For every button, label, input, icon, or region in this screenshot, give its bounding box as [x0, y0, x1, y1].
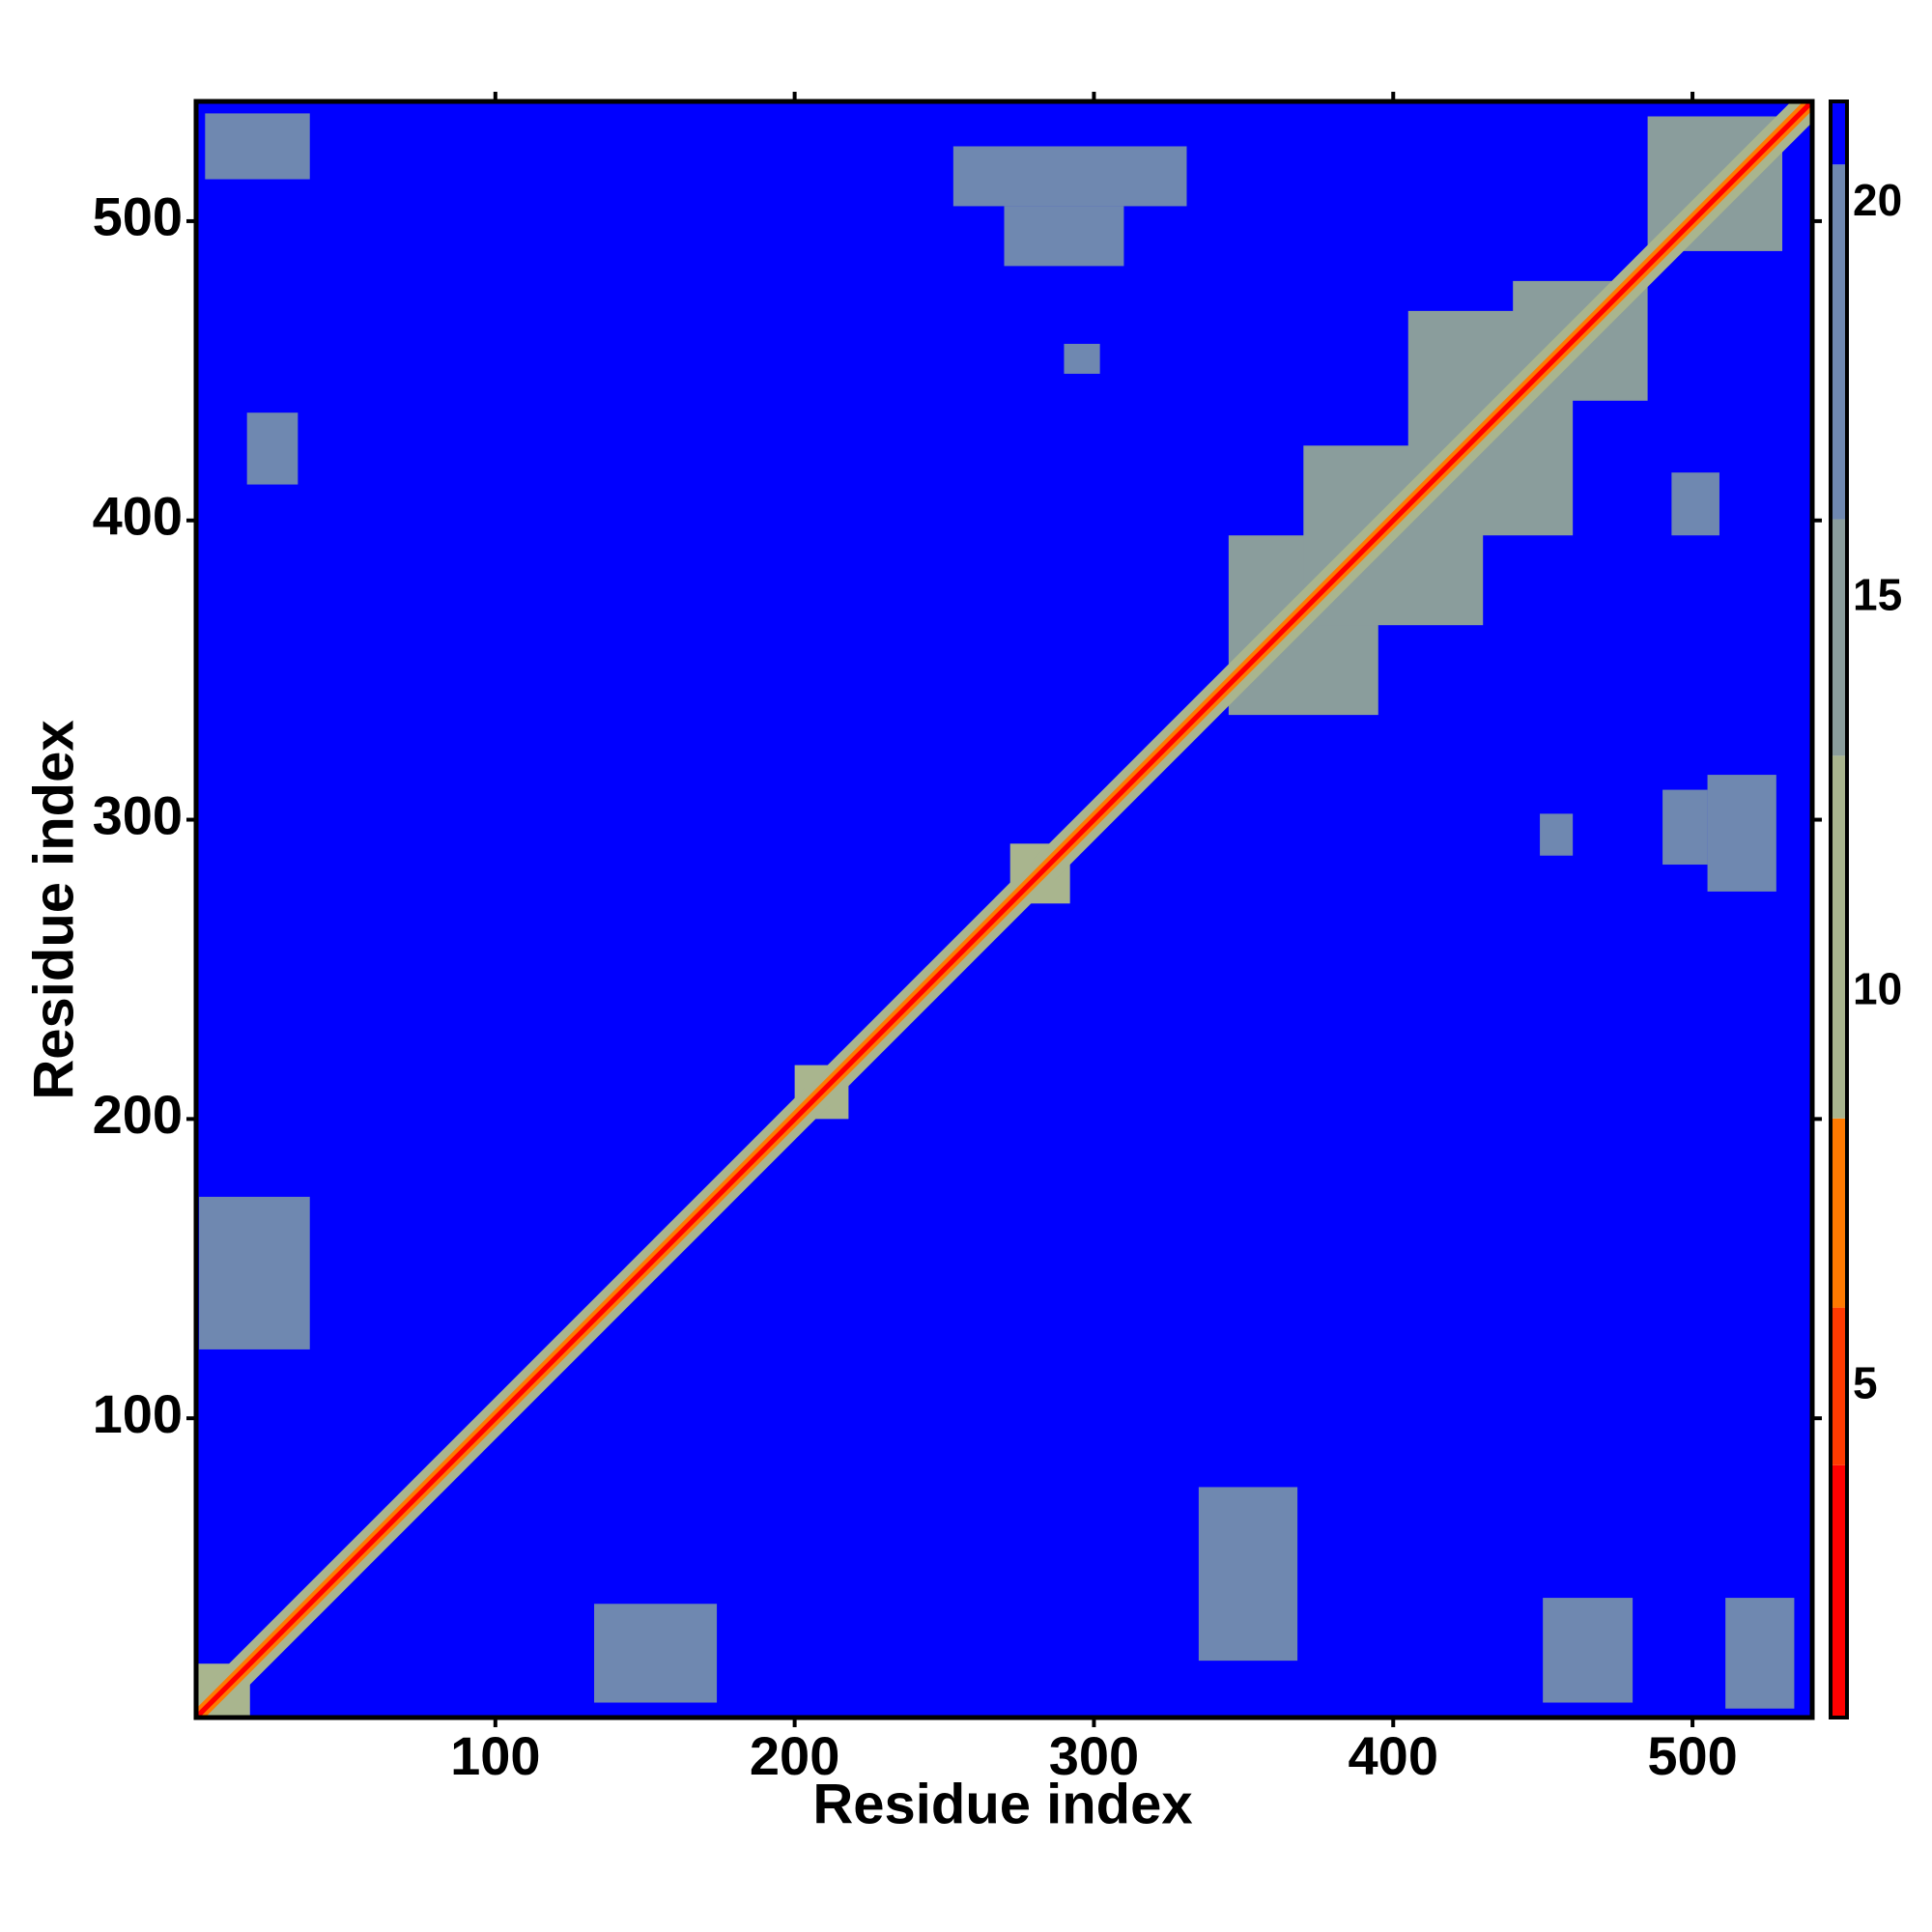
- colorbar-segment: [1831, 519, 1847, 756]
- heatmap-patch: [1543, 1598, 1634, 1703]
- colorbar-frame: [1829, 99, 1849, 1719]
- y-tick-label: 300: [93, 784, 183, 845]
- colorbar-segment: [1831, 164, 1847, 520]
- heatmap-patch: [1064, 343, 1100, 374]
- colorbar-tick-label: 10: [1853, 963, 1902, 1013]
- heatmap-patch: [1707, 775, 1776, 892]
- colorbar-segment: [1831, 1464, 1847, 1718]
- colorbar-segment: [1831, 101, 1847, 165]
- heatmap-patch: [1540, 813, 1574, 856]
- x-tick-label: 100: [450, 1725, 540, 1786]
- colorbar-segment: [1831, 755, 1847, 1119]
- colorbar-tick-label: 5: [1853, 1357, 1878, 1407]
- x-tick-label: 400: [1349, 1725, 1438, 1786]
- heatmap-patch: [952, 146, 1187, 207]
- x-tick-label: 500: [1647, 1725, 1737, 1786]
- y-tick-label: 100: [93, 1383, 183, 1444]
- plot-frame: [193, 99, 1815, 1720]
- y-tick-label: 400: [93, 486, 183, 547]
- y-axis-title: Residue index: [22, 720, 85, 1099]
- diagonal-band: [196, 101, 1812, 1718]
- x-tick-label: 200: [750, 1725, 839, 1786]
- heatmap-patch: [205, 113, 310, 180]
- heatmap-patch: [1725, 1598, 1795, 1709]
- heatmap-patch: [1671, 472, 1719, 536]
- x-tick-label: 300: [1049, 1725, 1139, 1786]
- heatmap-patch: [1004, 206, 1124, 267]
- heatmap-patch: [246, 412, 298, 485]
- plot-area: [196, 101, 1812, 1718]
- x-axis-title: Residue index: [812, 1773, 1192, 1835]
- colorbar-tick-label: 20: [1853, 175, 1902, 225]
- colorbar-segment: [1831, 1307, 1847, 1465]
- heatmap-patch: [594, 1604, 718, 1703]
- heatmap-patch: [1662, 789, 1708, 866]
- y-tick-label: 200: [93, 1084, 183, 1145]
- colorbar-tick-label: 15: [1853, 569, 1902, 619]
- colorbar-segment: [1831, 1118, 1847, 1308]
- heatmap-patch: [1198, 1487, 1298, 1662]
- y-tick-label: 500: [93, 186, 183, 247]
- heatmap-patch: [199, 1196, 310, 1350]
